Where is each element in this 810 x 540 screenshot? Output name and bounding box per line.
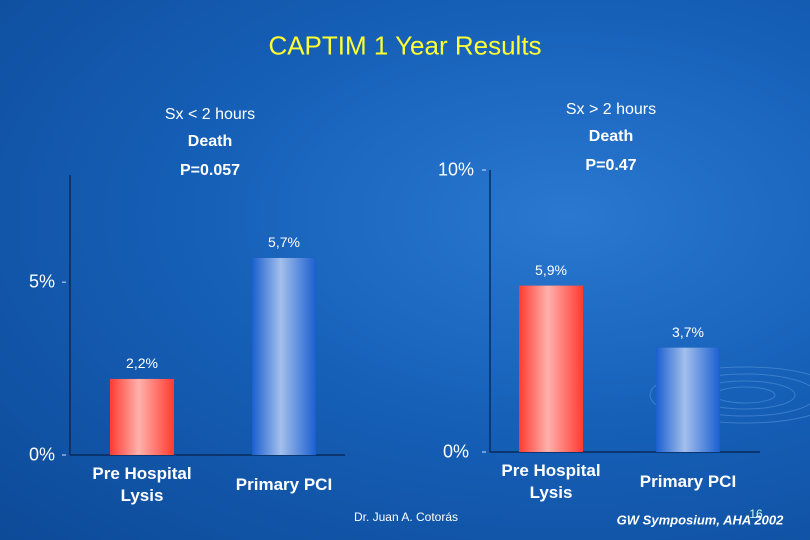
x-tick-label: Pre Hospital Lysis xyxy=(92,464,192,505)
value-label: 5,7% xyxy=(268,233,300,250)
group-label: Sx > 2 hours xyxy=(565,101,657,118)
x-tick-label: Primary PCI xyxy=(235,475,333,494)
bar-shine xyxy=(252,257,316,455)
x-tick-label: Pre Hospital Lysis xyxy=(501,461,601,502)
ripples xyxy=(649,366,810,424)
chart-title: Death xyxy=(588,128,634,145)
bar-shine xyxy=(656,347,720,452)
annotation: P=0.057 xyxy=(179,162,241,179)
bar-shine xyxy=(519,285,583,452)
chart-title: Death xyxy=(187,133,233,150)
y-tick-label: 10% xyxy=(437,159,475,180)
y-tick-label: 0% xyxy=(442,441,470,462)
slide-number: 16 xyxy=(749,507,763,521)
x-tick-label: Primary PCI xyxy=(639,472,737,491)
slide-title: CAPTIM 1 Year Results xyxy=(268,30,542,61)
y-tick-label: 0% xyxy=(28,444,56,465)
y-tick-label: 5% xyxy=(28,271,56,292)
group-label: Sx < 2 hours xyxy=(164,106,256,123)
event: GW Symposium, AHA 2002 xyxy=(616,512,784,528)
annotation: P=0.47 xyxy=(585,157,637,174)
bar-shine xyxy=(110,378,174,455)
value-label: 5,9% xyxy=(535,261,567,278)
author: Dr. Juan A. Cotorás xyxy=(353,510,459,524)
value-label: 2,2% xyxy=(126,354,158,371)
value-label: 3,7% xyxy=(672,323,704,340)
